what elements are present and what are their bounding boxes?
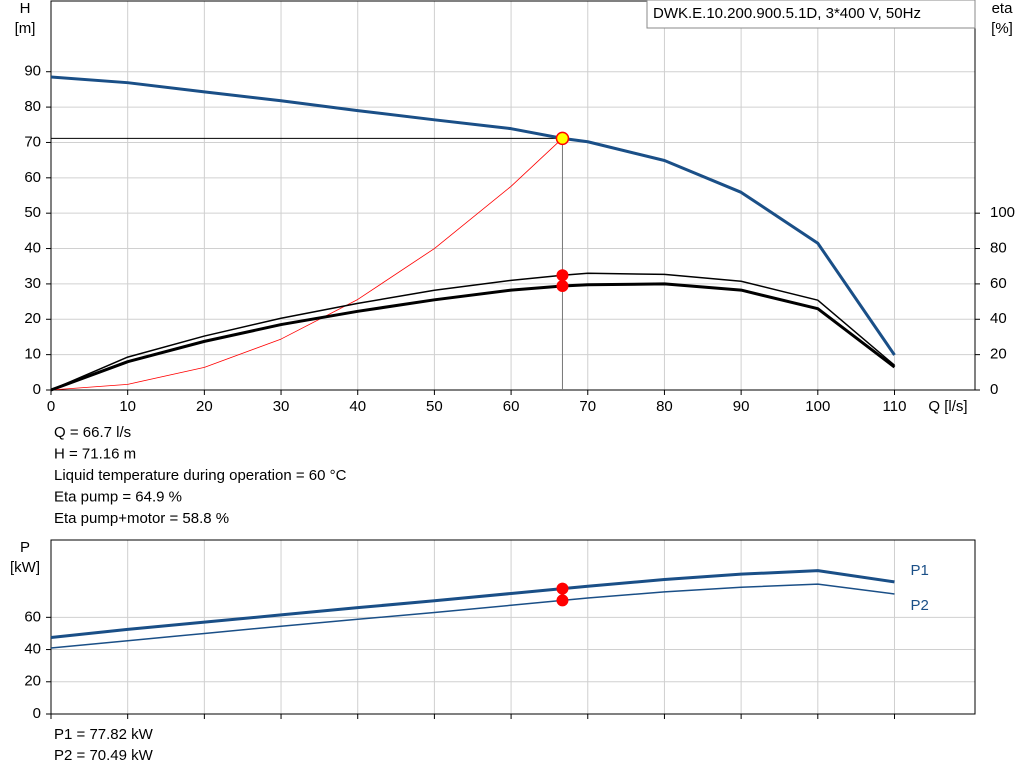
x-tick-label: 50 <box>426 398 443 415</box>
y-tick-label: 20 <box>24 673 41 690</box>
x-tick-label: 70 <box>579 398 596 415</box>
annotation: Eta pump = 64.9 % <box>54 488 182 505</box>
y-tick-label: 10 <box>24 346 41 363</box>
y-tick-label: 0 <box>33 705 41 722</box>
x-tick-label: 40 <box>349 398 366 415</box>
y-tick-label: 20 <box>24 310 41 327</box>
y-axis-label: P <box>20 539 30 556</box>
title-box <box>646 0 976 29</box>
plot-frame <box>50 0 976 391</box>
annotation: P1 = 77.82 kW <box>54 726 154 743</box>
y-tick-label: 60 <box>24 169 41 186</box>
annotation: Q = 66.7 l/s <box>54 424 131 441</box>
duty-marker <box>556 280 569 293</box>
chart-title: DWK.E.10.200.900.5.1D, 3*400 V, 50Hz <box>653 5 921 22</box>
series-line <box>50 583 895 649</box>
series-line <box>50 282 896 392</box>
y-tick-label: 30 <box>24 275 41 292</box>
series-label: P1 <box>910 562 928 579</box>
y2-axis-unit: [%] <box>991 20 1013 37</box>
y2-tick-label: 80 <box>990 240 1007 257</box>
duty-marker <box>556 594 569 607</box>
y2-axis-label: eta <box>992 0 1014 17</box>
annotation: Eta pump+motor = 58.8 % <box>54 510 229 527</box>
y-axis-label: H <box>20 0 31 17</box>
y-tick-label: 60 <box>24 608 41 625</box>
y-tick-label: 70 <box>24 133 41 150</box>
y2-tick-label: 100 <box>990 204 1015 221</box>
x-tick-label: 0 <box>47 398 55 415</box>
series-line <box>50 272 895 391</box>
annotation: H = 71.16 m <box>54 445 136 462</box>
y-tick-label: 40 <box>24 240 41 257</box>
y-tick-label: 80 <box>24 98 41 115</box>
y-axis-unit: [m] <box>15 20 36 37</box>
y2-tick-label: 0 <box>990 381 998 398</box>
duty-marker <box>556 582 569 595</box>
series-line <box>50 569 895 639</box>
plot-frame <box>50 539 976 715</box>
plot-area <box>50 0 976 391</box>
x-tick-label: 60 <box>503 398 520 415</box>
annotation: P2 = 70.49 kW <box>54 747 154 764</box>
y2-tick-label: 20 <box>990 346 1007 363</box>
x-tick-label: 10 <box>119 398 136 415</box>
series-label: P2 <box>910 597 928 614</box>
duty-marker <box>556 269 569 282</box>
x-tick-label: 100 <box>805 398 830 415</box>
x-tick-label: 110 <box>883 398 907 415</box>
x-tick-label: 80 <box>656 398 673 415</box>
y-axis-unit: [kW] <box>10 559 40 576</box>
y-tick-label: 90 <box>24 63 41 80</box>
series-line <box>50 75 896 356</box>
duty-point <box>555 131 570 146</box>
y-tick-label: 40 <box>24 641 41 658</box>
x-tick-label: 90 <box>733 398 750 415</box>
annotation: Liquid temperature during operation = 60… <box>54 467 347 484</box>
x-tick-label: 20 <box>196 398 213 415</box>
x-axis-label: Q [l/s] <box>928 398 967 415</box>
y2-tick-label: 60 <box>990 275 1007 292</box>
x-tick-label: 30 <box>273 398 290 415</box>
y-tick-label: 0 <box>33 381 41 398</box>
y-tick-label: 50 <box>24 204 41 221</box>
y2-tick-label: 40 <box>990 310 1007 327</box>
plot-area <box>50 539 976 715</box>
